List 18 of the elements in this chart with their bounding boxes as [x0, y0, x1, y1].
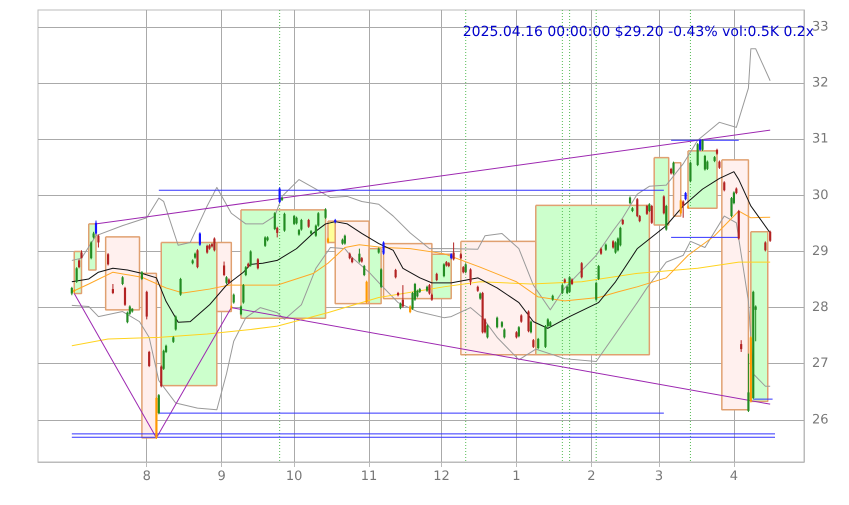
- x-tick-label: 10: [286, 469, 302, 484]
- y-tick-label: 28: [812, 300, 829, 316]
- y-tick-label: 30: [812, 188, 829, 203]
- x-tick-label: 9: [218, 469, 226, 484]
- x-tick-label: 11: [360, 469, 378, 484]
- x-tick-label: 2: [587, 469, 596, 484]
- y-tick-label: 32: [812, 75, 829, 90]
- text: 2025.04.16 00:00:00 $29.20 -0.43% vol:0.5K 0.2x: [462, 24, 814, 40]
- x-tick-label: 4: [730, 469, 738, 484]
- y-tick-label: 27: [812, 356, 829, 372]
- y-tick-label: 29: [812, 244, 829, 259]
- y-tick-label: 33: [812, 19, 829, 34]
- y-tick-label: 26: [812, 412, 829, 428]
- x-tick-label: 1: [512, 469, 521, 484]
- y-tick-label: 31: [812, 132, 829, 147]
- x-tick-label: 8: [142, 469, 151, 484]
- x-tick-label: 12: [433, 469, 450, 484]
- x-tick-label: 3: [654, 469, 664, 484]
